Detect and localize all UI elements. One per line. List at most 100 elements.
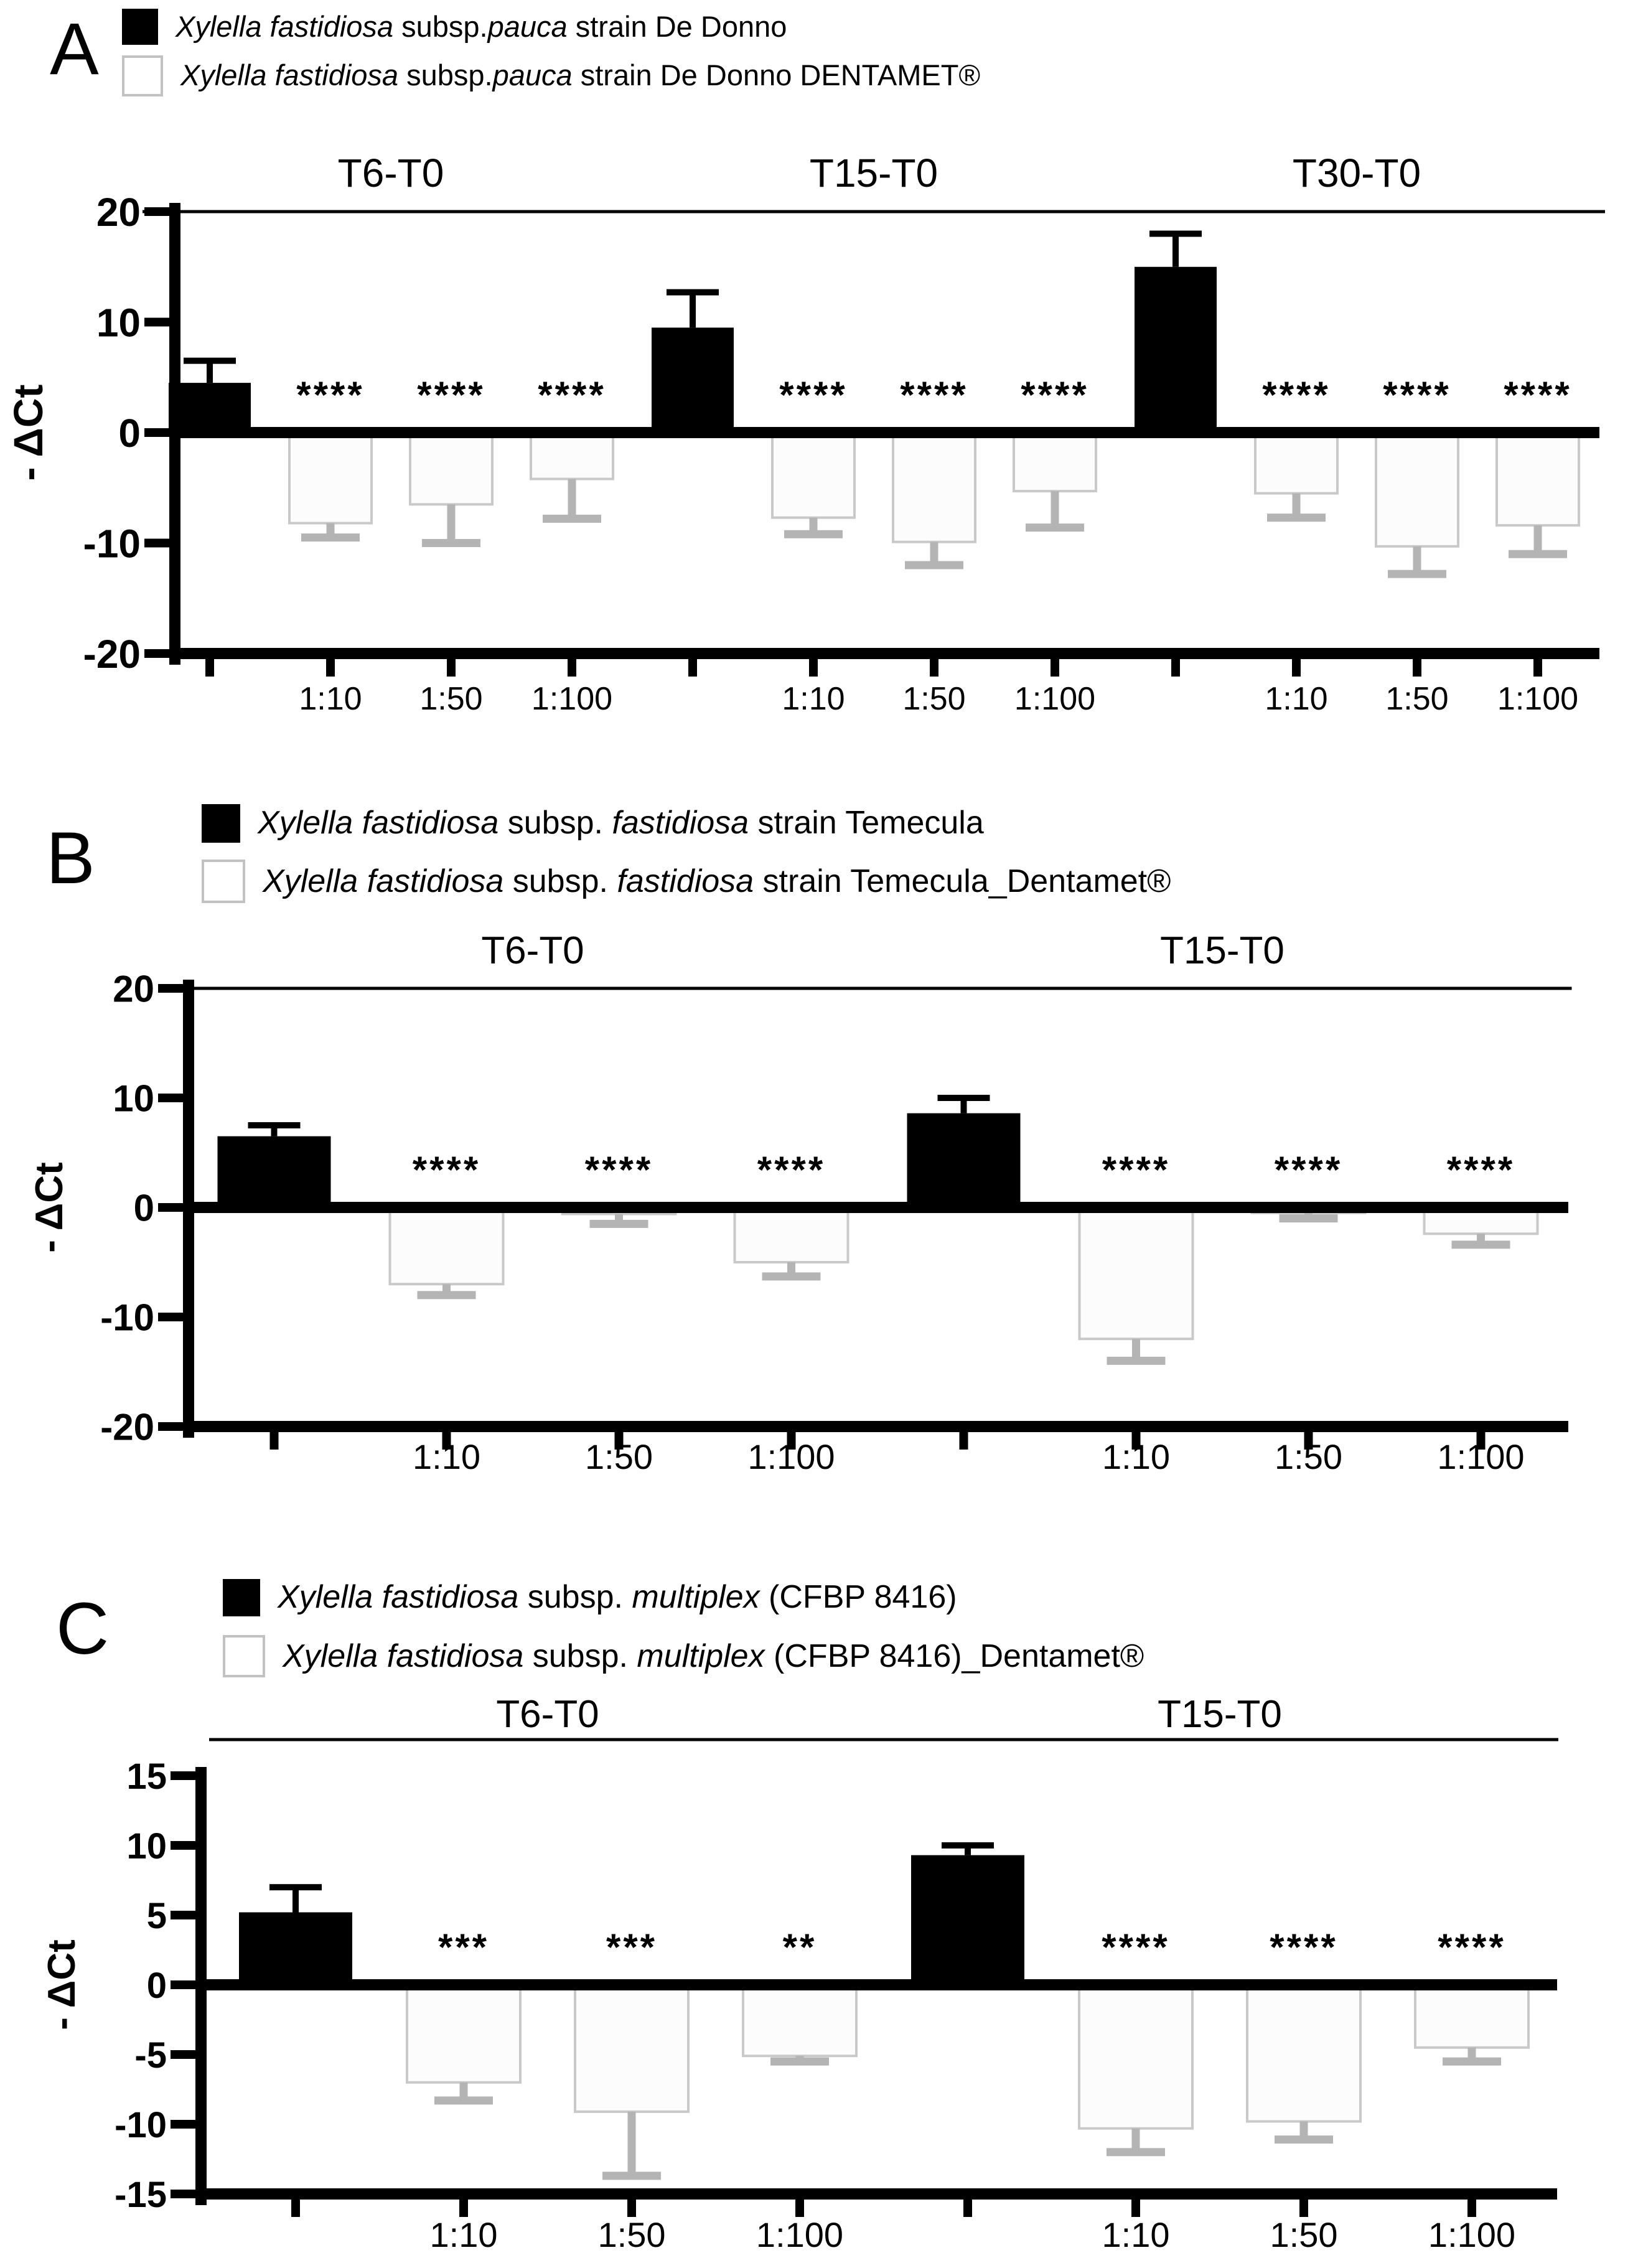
y-axis-tick [158,984,183,993]
x-axis-tick [1413,659,1421,677]
y-axis-tick [171,1911,195,1919]
bar-open [1013,431,1097,493]
bar-open [574,1984,690,2113]
x-tick-label: 1:100 [756,2215,843,2254]
group-header-label: T6-T0 [338,151,444,195]
x-tick-label: 1:100 [1014,681,1095,717]
significance-stars: **** [1447,1149,1515,1191]
error-bar-cap [543,514,601,523]
x-tick-label: 1:10 [430,2215,498,2254]
y-axis-tick [171,2190,195,2198]
legend-label-part: Xylella fastidiosa [180,59,399,92]
x-tick-label: 1:100 [531,681,612,717]
x-tick-label: 1:10 [299,681,362,717]
bar-open [406,1984,522,2084]
legend-label-part: strain De Donno [567,10,787,43]
bar-filled [217,1136,331,1207]
significance-stars: **** [1275,1149,1342,1191]
error-bar-cap [269,1884,322,1891]
y-tick-label: 10 [113,1078,154,1120]
significance-stars: **** [1383,374,1451,416]
legend-label-part: strain Temecula_Dentamet® [754,863,1171,899]
group-header-line [183,986,882,990]
significance-stars: **** [538,374,606,416]
significance-stars: ** [783,1926,817,1968]
y-tick-label: -20 [83,632,141,677]
panel-letter-a: A [50,8,99,90]
x-tick-label: 1:100 [1437,1437,1524,1476]
legend-label-part: subsp. [398,59,493,92]
error-bar [207,360,213,383]
x-axis-tick [291,2200,300,2217]
bar-chart-panel-c: T6-T0 T15-T0 15 10 5 0 -5 -10 -15 - ΔCt 1:10 *** 1:5… [40,1693,1558,2254]
y-tick-label: -5 [134,2035,167,2076]
legend-swatch-white-icon [223,1635,265,1677]
x-axis-tick [1131,1432,1141,1450]
legend-label-part: fastidiosa [612,805,749,841]
zero-line [195,1979,1557,1990]
legend-label-part: Xylella fastidiosa [283,1638,524,1674]
error-bar [292,1887,299,1913]
legend-label-part: subsp. [503,863,617,899]
x-axis-tick [1299,2200,1308,2217]
legend-label-part: Xylella fastidiosa [263,863,504,899]
y-tick-label: 0 [118,411,141,456]
x-tick-label: 1:10 [1265,681,1327,717]
bar-open [530,431,614,480]
error-bar-cap [248,1122,301,1128]
bar-filled [1135,266,1217,433]
x-tick-label: 1:10 [1102,1437,1170,1476]
y-tick-label: -15 [115,2175,167,2215]
legend-swatch-white-icon [202,860,245,903]
y-axis-title: - ΔCt [40,1939,83,2030]
group-header-line [209,1738,886,1741]
legend-label-part: (CFBP 8416) [759,1579,957,1615]
x-tick-label: 1:50 [419,681,482,717]
significance-stars: **** [585,1149,653,1191]
x-tick-label: 1:50 [902,681,965,717]
bar-open [771,431,856,519]
significance-stars: **** [417,374,485,416]
error-bar-cap [589,1219,648,1228]
legend-label: Xylella fastidiosa subsp. multiplex (CFB… [278,1577,957,1618]
x-tick-label: 1:100 [747,1437,835,1476]
x-tick-label: 1:10 [413,1437,480,1476]
error-bar-cap [1149,230,1202,237]
error-bar [1413,546,1421,574]
error-bar [447,504,456,543]
legend-label: Xylella fastidiosa subsp.pauca strain De… [176,9,787,45]
error-bar [271,1125,278,1136]
x-axis-tick [963,2200,972,2217]
significance-stars: **** [1262,374,1330,416]
legend-label: Xylella fastidiosa subsp. fastidiosa str… [263,861,1171,902]
error-bar-cap [1443,2057,1501,2066]
y-tick-label: 5 [147,1896,167,1936]
x-axis-tick [1051,659,1059,677]
y-tick-label: -10 [83,522,141,566]
legend-label-part: Xylella fastidiosa [258,805,499,841]
legend-item: Xylella fastidiosa subsp. multiplex (CFB… [223,1577,1144,1618]
legend-label-part: subsp. [523,1638,637,1674]
legend-swatch-black-icon [223,1578,260,1616]
error-bar-cap [1107,2148,1165,2157]
x-axis-tick [688,659,697,677]
y-axis-tick [144,207,169,216]
error-bar [960,1098,967,1113]
bar-open [288,431,373,525]
y-tick-label: -20 [100,1407,154,1448]
significance-stars: *** [438,1926,489,1968]
group-header-label: T6-T0 [496,1693,599,1736]
x-axis-spine [169,648,1599,659]
legend-panel-b: Xylella fastidiosa subsp. fastidiosa str… [202,803,1171,919]
panel-c: C Xylella fastidiosa subsp. multiplex (CF… [0,1525,1638,2268]
error-bar [1172,233,1179,267]
x-axis-tick [1131,2200,1140,2217]
y-axis-tick [171,1980,195,1989]
x-axis-tick [795,2200,804,2217]
legend-label: Xylella fastidiosa subsp.pauca strain De… [180,57,980,94]
bar-open [388,1206,505,1286]
significance-stars: **** [779,374,847,416]
error-bar-cap [417,1291,476,1300]
bar-filled [907,1113,1021,1207]
